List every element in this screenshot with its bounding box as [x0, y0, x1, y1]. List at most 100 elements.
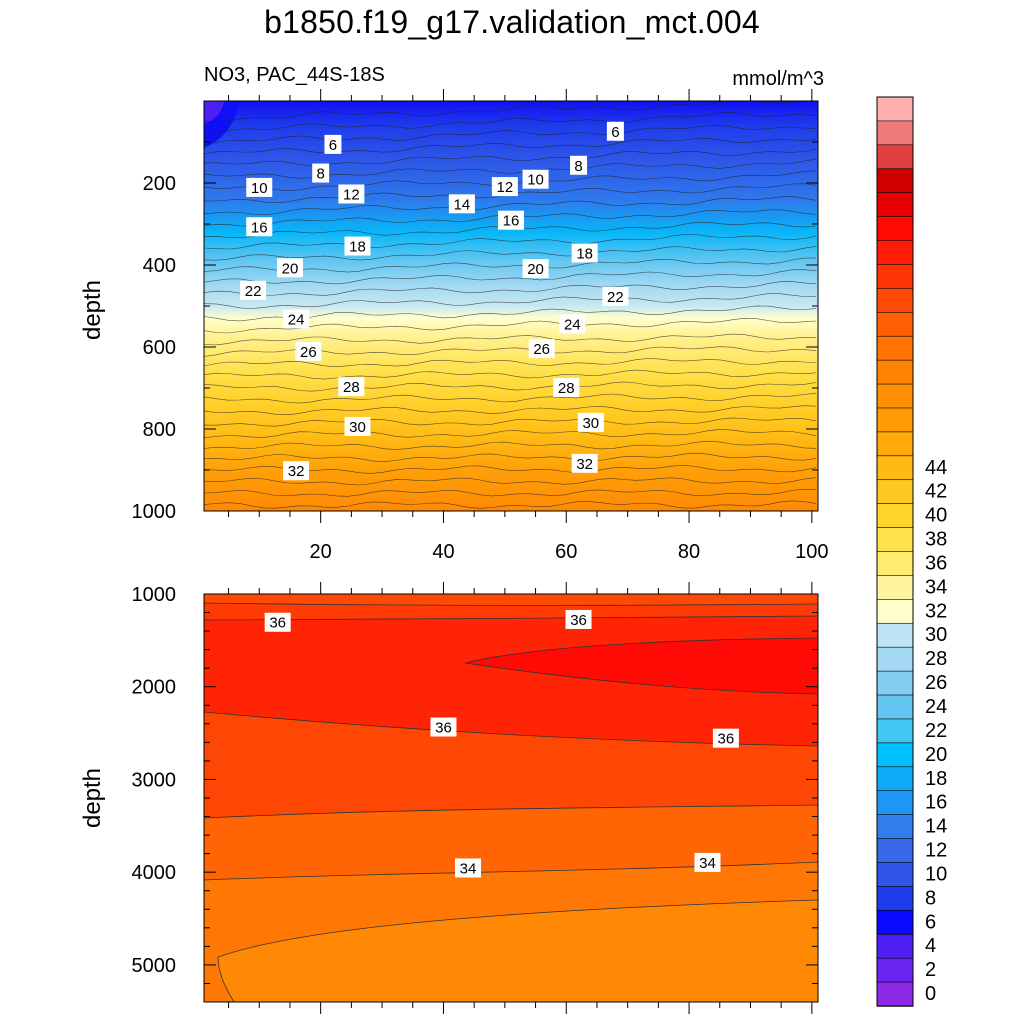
contour-line — [204, 500, 817, 509]
contour-label: 12 — [338, 184, 365, 204]
contour-label-box — [246, 177, 273, 197]
colorbar-tick-label: 38 — [925, 529, 947, 551]
contour-label: 18 — [571, 243, 598, 263]
contour-label: 36 — [430, 717, 457, 737]
contour-line — [204, 405, 817, 416]
contour-label: 32 — [283, 461, 310, 481]
lower-ticks: 1000 2000 3000 4000 5000 — [132, 582, 818, 1014]
contour-line — [204, 148, 817, 167]
contour-label: 20 — [522, 259, 549, 279]
contour-line — [204, 234, 817, 250]
contour-label: 18 — [344, 236, 371, 256]
contour-label-box — [522, 259, 549, 279]
colorbar-swatch — [876, 646, 914, 672]
contour-label-text: 16 — [503, 213, 520, 230]
colorbar-swatch — [876, 168, 914, 194]
colorbar-swatch — [876, 431, 914, 457]
colorbar-swatch — [876, 670, 914, 696]
contour-label-box — [498, 210, 524, 230]
contour-label-text: 12 — [343, 186, 360, 203]
contour-label-box — [246, 217, 273, 237]
contour-label-text: 18 — [349, 239, 366, 256]
contour-line — [204, 477, 817, 486]
y-tick-label: 400 — [143, 255, 176, 277]
colorbar-tick-label: 24 — [925, 696, 947, 718]
colorbar-swatch — [876, 144, 914, 170]
contour-label-text: 20 — [282, 260, 299, 277]
colorbar-tick-label: 12 — [925, 840, 947, 862]
colorbar-swatch — [876, 335, 914, 361]
contour-line — [204, 392, 817, 404]
colorbar-swatch — [876, 192, 914, 218]
contour-label-box — [570, 155, 588, 175]
colorbar-swatch — [876, 622, 914, 648]
contour-label-text: 30 — [582, 415, 599, 432]
contour-label-box — [312, 163, 330, 183]
contour-label-box — [522, 169, 549, 189]
contour-label-box — [338, 184, 365, 204]
contour-label-box — [324, 134, 342, 154]
contour-label-text: 32 — [288, 463, 305, 480]
colorbar-swatch — [876, 455, 914, 481]
contour-label-text: 24 — [288, 312, 305, 329]
contour-line — [204, 196, 817, 216]
contour-label-box — [344, 416, 371, 436]
contour-label-text: 12 — [497, 179, 514, 196]
colorbar-swatch — [876, 359, 914, 385]
lower-contour-labels: 36 36 36 36 34 34 — [264, 609, 739, 878]
y-tick-label: 1000 — [132, 501, 177, 523]
contour-label: 22 — [240, 280, 267, 300]
contour-line — [204, 488, 817, 497]
colorbar-swatch — [876, 288, 914, 313]
contour-label-text: 34 — [699, 855, 716, 872]
colorbar-swatch — [876, 311, 914, 337]
contour-label-text: 16 — [251, 219, 268, 236]
colorbar-tick-label: 10 — [925, 863, 947, 885]
contour-label-text: 20 — [527, 261, 544, 278]
colorbar-swatch — [876, 240, 914, 266]
colorbar-tick-label: 34 — [925, 576, 947, 598]
colorbar-tick-label: 32 — [925, 600, 947, 622]
contour-label-text: 36 — [269, 615, 286, 632]
colorbar-swatch — [876, 957, 914, 983]
contour-label: 26 — [528, 339, 555, 359]
contour-line — [204, 269, 817, 285]
contour-label-box — [528, 339, 555, 359]
colorbar-swatch — [876, 766, 914, 792]
contour-line — [204, 333, 817, 346]
contour-label-text: 10 — [251, 180, 268, 197]
colorbar: 0246810121416182022242628303234363840424… — [876, 96, 947, 1007]
contour-label-text: 22 — [245, 283, 262, 300]
contour-line — [204, 281, 817, 297]
contour-label: 32 — [571, 453, 598, 473]
contour-label-text: 24 — [564, 316, 581, 333]
colorbar-swatch — [876, 814, 914, 840]
variable-region-label: NO3, PAC_44S-18S — [204, 64, 385, 86]
lower-y-axis-label: depth — [79, 768, 106, 828]
mid-depth-maximum-patch — [465, 638, 818, 694]
colorbar-tick-label: 26 — [925, 672, 947, 694]
contour-label-box — [264, 612, 291, 632]
contour-line — [204, 452, 817, 462]
colorbar-swatch — [876, 933, 914, 959]
contour-label: 28 — [338, 377, 365, 397]
colorbar-swatch — [876, 838, 914, 864]
colorbar-swatch — [876, 551, 914, 577]
contour-label-box — [694, 852, 721, 872]
contour-label: 36 — [264, 612, 291, 632]
colorbar-swatch — [876, 96, 914, 122]
colorbar-tick-label: 44 — [925, 457, 947, 479]
contour-line — [204, 158, 817, 179]
contour-label: 16 — [246, 217, 273, 237]
contour-label-box — [577, 412, 604, 432]
contour-label: 36 — [712, 728, 739, 748]
contour-line — [204, 112, 817, 135]
y-tick-label: 2000 — [132, 677, 177, 699]
contour-label: 14 — [448, 194, 475, 214]
contour-label-box — [448, 194, 475, 214]
contour-label-box — [276, 258, 303, 278]
contour-line — [204, 246, 817, 261]
contour-label: 36 — [565, 609, 592, 629]
units-label: mmol/m^3 — [732, 68, 824, 90]
